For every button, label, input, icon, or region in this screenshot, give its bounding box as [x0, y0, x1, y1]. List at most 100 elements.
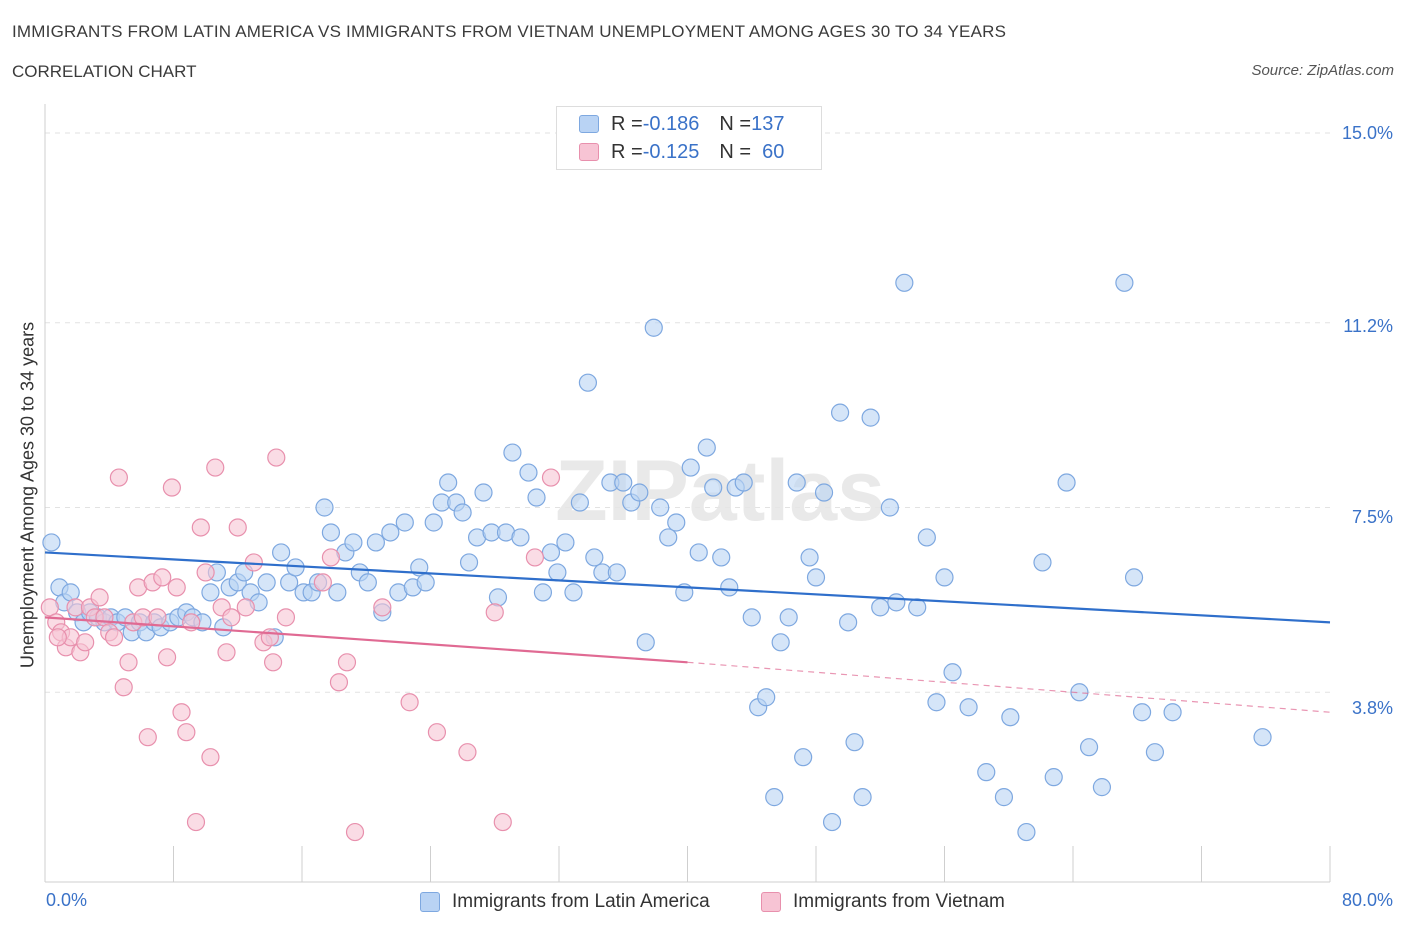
data-point-vietnam [374, 599, 391, 616]
y-axis-label: Unemployment Among Ages 30 to 34 years [18, 322, 39, 668]
data-point-latin-america [808, 569, 825, 586]
data-point-latin-america [615, 474, 632, 491]
data-point-vietnam [277, 609, 294, 626]
data-point-latin-america [382, 524, 399, 541]
data-point-latin-america [721, 579, 738, 596]
data-point-latin-america [1254, 729, 1271, 746]
data-point-latin-america [772, 634, 789, 651]
bottom-legend-swatch-latin [420, 892, 440, 912]
legend-r-label: R = [611, 113, 643, 136]
data-point-vietnam [77, 634, 94, 651]
data-point-latin-america [396, 514, 413, 531]
data-point-latin-america [417, 574, 434, 591]
data-point-latin-america [896, 274, 913, 291]
data-point-vietnam [173, 704, 190, 721]
data-point-vietnam [401, 694, 418, 711]
data-point-latin-america [608, 564, 625, 581]
bottom-legend-label-vietnam: Immigrants from Vietnam [793, 891, 1005, 913]
data-point-vietnam [178, 724, 195, 741]
data-point-latin-america [1002, 709, 1019, 726]
data-point-vietnam [330, 674, 347, 691]
data-point-latin-america [565, 584, 582, 601]
data-point-latin-america [557, 534, 574, 551]
data-point-vietnam [542, 469, 559, 486]
data-point-latin-america [918, 529, 935, 546]
data-point-vietnam [197, 564, 214, 581]
data-point-latin-america [534, 584, 551, 601]
data-point-vietnam [314, 574, 331, 591]
stats-legend: R = -0.186 N = 137 R = -0.125 N = 60 [556, 106, 822, 170]
data-point-vietnam [338, 654, 355, 671]
data-point-latin-america [881, 499, 898, 516]
data-point-vietnam [229, 519, 246, 536]
data-point-vietnam [486, 604, 503, 621]
data-point-latin-america [824, 814, 841, 831]
data-point-vietnam [110, 469, 127, 486]
data-point-latin-america [1034, 554, 1051, 571]
y-tick-label: 15.0% [1342, 123, 1393, 144]
legend-n-value: 60 [762, 141, 784, 164]
data-point-vietnam [428, 724, 445, 741]
data-point-vietnam [159, 649, 176, 666]
data-point-latin-america [489, 589, 506, 606]
data-point-vietnam [49, 629, 66, 646]
data-point-latin-america [571, 494, 588, 511]
data-point-latin-america [854, 789, 871, 806]
data-point-vietnam [223, 609, 240, 626]
data-point-vietnam [202, 749, 219, 766]
y-tick-label: 11.2% [1343, 316, 1393, 337]
data-point-latin-america [586, 549, 603, 566]
x-tick-label: 80.0% [1342, 890, 1393, 911]
data-point-vietnam [459, 744, 476, 761]
bottom-legend-label-latin: Immigrants from Latin America [452, 891, 710, 913]
data-point-latin-america [202, 584, 219, 601]
data-point-latin-america [846, 734, 863, 751]
data-point-vietnam [149, 609, 166, 626]
data-point-latin-america [1134, 704, 1151, 721]
legend-r-value: -0.125 [643, 141, 700, 164]
data-point-latin-america [454, 504, 471, 521]
data-point-latin-america [322, 524, 339, 541]
series-latin-america [43, 274, 1271, 840]
data-point-latin-america [816, 484, 833, 501]
data-point-latin-america [840, 614, 857, 631]
data-point-latin-america [690, 544, 707, 561]
y-tick-label: 7.5% [1352, 507, 1393, 528]
data-point-latin-america [735, 474, 752, 491]
data-point-latin-america [758, 689, 775, 706]
data-point-vietnam [168, 579, 185, 596]
bottom-legend-vietnam: Immigrants from Vietnam [761, 888, 1005, 916]
data-point-latin-america [652, 499, 669, 516]
data-point-latin-america [909, 599, 926, 616]
data-point-latin-america [928, 694, 945, 711]
data-point-vietnam [115, 679, 132, 696]
data-point-vietnam [526, 549, 543, 566]
data-point-latin-america [668, 514, 685, 531]
data-point-latin-america [682, 459, 699, 476]
data-point-latin-america [504, 444, 521, 461]
data-point-vietnam [96, 609, 113, 626]
data-point-vietnam [106, 629, 123, 646]
data-point-latin-america [43, 534, 60, 551]
legend-n-label: N = [719, 141, 751, 164]
data-point-latin-america [645, 319, 662, 336]
data-point-vietnam [265, 654, 282, 671]
data-point-latin-america [631, 484, 648, 501]
legend-row-latin: R = -0.186 N = 137 [579, 111, 784, 137]
legend-r-label: R = [611, 141, 643, 164]
data-point-latin-america [1058, 474, 1075, 491]
data-point-latin-america [1045, 769, 1062, 786]
legend-n-value: 137 [751, 113, 784, 136]
data-point-latin-america [788, 474, 805, 491]
legend-swatch-latin [579, 115, 599, 133]
data-point-latin-america [862, 409, 879, 426]
data-point-latin-america [995, 789, 1012, 806]
data-point-latin-america [888, 594, 905, 611]
data-point-vietnam [261, 629, 278, 646]
data-point-latin-america [316, 499, 333, 516]
data-point-vietnam [154, 569, 171, 586]
data-point-vietnam [120, 654, 137, 671]
data-point-latin-america [1164, 704, 1181, 721]
data-point-latin-america [345, 534, 362, 551]
data-point-latin-america [1146, 744, 1163, 761]
